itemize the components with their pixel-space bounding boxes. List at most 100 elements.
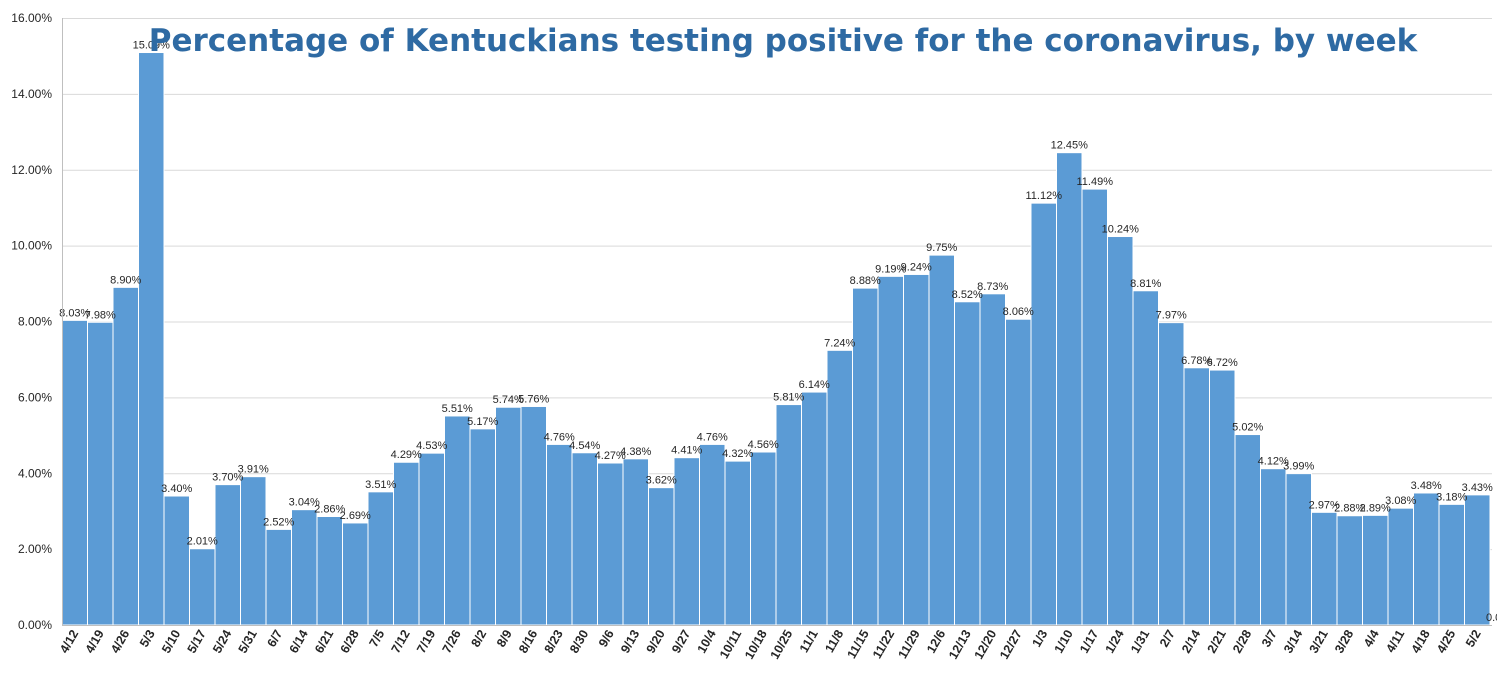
x-tick-label: 5/10 bbox=[159, 627, 183, 655]
x-tick-label: 1/17 bbox=[1077, 627, 1101, 655]
data-label: 15.09% bbox=[133, 40, 171, 52]
bar bbox=[903, 273, 930, 626]
y-tick-label: 14.00% bbox=[11, 87, 52, 101]
x-tick-label: 8/9 bbox=[494, 627, 515, 649]
x-tick-label: 11/29 bbox=[895, 627, 922, 661]
x-tick-label: 7/12 bbox=[389, 627, 413, 655]
x-tick-label: 4/18 bbox=[1409, 627, 1433, 655]
data-label: 3.43% bbox=[1462, 482, 1493, 494]
bar bbox=[61, 319, 88, 626]
x-tick-label: 7/5 bbox=[367, 627, 388, 649]
data-label: 3.04% bbox=[289, 497, 320, 509]
data-label: 5.76% bbox=[518, 393, 549, 405]
bar bbox=[979, 293, 1006, 626]
bar bbox=[112, 286, 139, 626]
bar bbox=[87, 321, 114, 626]
data-label: 11.12% bbox=[1026, 190, 1063, 202]
data-label: 5.51% bbox=[442, 403, 473, 415]
bar bbox=[928, 254, 955, 626]
bar bbox=[571, 452, 598, 626]
bar bbox=[265, 528, 292, 626]
x-tick-label: 8/2 bbox=[469, 627, 490, 649]
data-label: 6.14% bbox=[799, 379, 830, 391]
bar bbox=[316, 515, 343, 626]
x-tick-label: 4/26 bbox=[108, 627, 132, 655]
y-tick-label: 12.00% bbox=[11, 163, 52, 177]
chart-title: Percentage of Kentuckians testing positi… bbox=[149, 23, 1419, 59]
bar bbox=[240, 476, 267, 626]
data-label: 11.49% bbox=[1077, 176, 1114, 188]
bar bbox=[648, 487, 675, 626]
x-tick-label: 5/24 bbox=[210, 627, 234, 655]
bar bbox=[1005, 318, 1032, 626]
bar bbox=[877, 275, 904, 626]
x-tick-label: 1/10 bbox=[1052, 627, 1076, 655]
data-label: 10.24% bbox=[1102, 224, 1140, 236]
bar bbox=[1056, 152, 1083, 626]
bar bbox=[597, 462, 624, 626]
bar bbox=[1413, 492, 1440, 626]
x-tick-label: 4/25 bbox=[1434, 627, 1458, 655]
x-tick-label: 2/7 bbox=[1157, 627, 1178, 649]
x-tick-label: 4/19 bbox=[83, 627, 107, 655]
bar bbox=[1030, 202, 1057, 626]
x-tick-label: 5/3 bbox=[137, 627, 158, 649]
bar bbox=[1132, 290, 1159, 626]
data-label: 3.99% bbox=[1283, 461, 1314, 473]
x-tick-label: 3/28 bbox=[1332, 627, 1356, 655]
data-label: 2.89% bbox=[1360, 502, 1391, 514]
data-label: 3.51% bbox=[365, 479, 396, 491]
data-label: 9.24% bbox=[901, 261, 932, 273]
bar bbox=[367, 491, 394, 626]
data-label: 2.88% bbox=[1334, 503, 1365, 515]
y-tick-label: 0.00% bbox=[18, 618, 52, 632]
data-label: 9.19% bbox=[875, 263, 906, 275]
bar bbox=[1362, 514, 1389, 626]
data-label: 8.06% bbox=[1003, 306, 1034, 318]
x-tick-label: 11/8 bbox=[822, 627, 846, 655]
data-label: 4.29% bbox=[391, 449, 422, 461]
bar bbox=[495, 406, 522, 626]
y-tick-label: 6.00% bbox=[18, 390, 52, 404]
x-tick-label: 12/13 bbox=[946, 627, 974, 661]
data-label: 3.08% bbox=[1385, 495, 1416, 507]
data-label: 4.27% bbox=[595, 450, 626, 462]
data-label: 3.48% bbox=[1411, 480, 1442, 492]
bar bbox=[1081, 188, 1108, 626]
x-tick-label: 10/25 bbox=[768, 627, 796, 661]
data-label: 7.98% bbox=[85, 309, 116, 321]
x-tick-label: 9/20 bbox=[644, 627, 668, 655]
data-label: 4.76% bbox=[544, 431, 575, 443]
bar bbox=[1285, 473, 1312, 626]
data-label: 4.38% bbox=[620, 446, 651, 458]
bar bbox=[418, 452, 445, 626]
data-label: 6.72% bbox=[1207, 357, 1238, 369]
x-tick-label: 1/3 bbox=[1030, 627, 1051, 649]
y-tick-label: 8.00% bbox=[18, 315, 52, 329]
x-tick-label: 4/4 bbox=[1361, 627, 1382, 649]
bar bbox=[520, 405, 547, 626]
x-tick-label: 9/13 bbox=[618, 627, 642, 655]
bar bbox=[1260, 468, 1287, 626]
bar bbox=[291, 509, 318, 626]
data-label: 2.52% bbox=[263, 516, 294, 528]
x-tick-label: 3/21 bbox=[1307, 627, 1331, 655]
x-tick-label: 9/6 bbox=[596, 627, 617, 649]
x-tick-label: 6/21 bbox=[312, 627, 336, 655]
x-tick-label: 7/26 bbox=[440, 627, 464, 655]
bar bbox=[444, 415, 471, 626]
x-tick-label: 8/16 bbox=[516, 627, 540, 655]
x-tick-label: 2/14 bbox=[1179, 627, 1203, 655]
x-tick-label: 2/28 bbox=[1230, 627, 1254, 655]
data-label: 8.73% bbox=[977, 281, 1008, 293]
data-label: 6.78% bbox=[1181, 355, 1212, 367]
bar bbox=[954, 301, 981, 626]
y-tick-label: 10.00% bbox=[11, 239, 52, 253]
bars bbox=[61, 52, 1491, 626]
data-label: 9.75% bbox=[926, 242, 957, 254]
x-tick-label: 12/20 bbox=[972, 627, 1000, 661]
x-tick-label: 12/27 bbox=[997, 627, 1025, 661]
bar bbox=[1183, 367, 1210, 626]
data-label: 2.69% bbox=[340, 510, 371, 522]
